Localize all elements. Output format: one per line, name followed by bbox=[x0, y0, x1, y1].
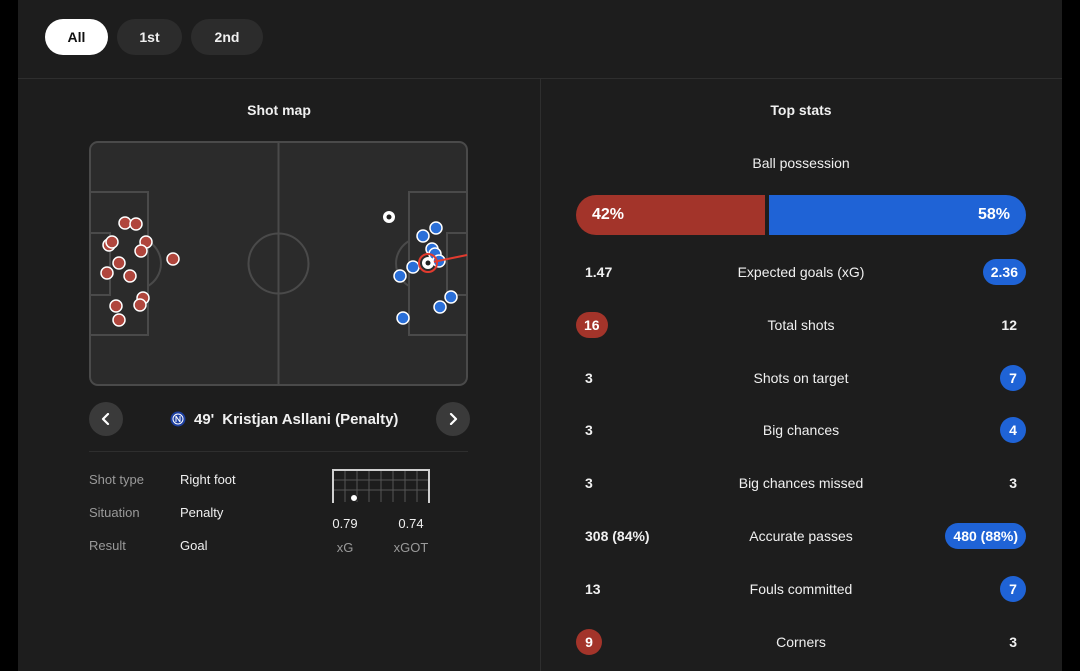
shot-type-key: Shot type bbox=[89, 472, 144, 487]
top-stats-title: Top stats bbox=[770, 102, 832, 118]
result-key: Result bbox=[89, 538, 126, 553]
stat-away-value: 3 bbox=[1009, 634, 1017, 650]
stat-label: Accurate passes bbox=[749, 528, 853, 544]
shot-dot bbox=[112, 313, 126, 327]
stat-label: Big chances bbox=[762, 422, 840, 438]
chevron-left-icon bbox=[101, 413, 110, 425]
stat-row: Expected goals (xG) 1.47 2.36 bbox=[576, 258, 1026, 286]
stat-away-value: 7 bbox=[1000, 365, 1026, 391]
stat-away-value: 4 bbox=[1000, 417, 1026, 443]
stat-home-value: 13 bbox=[585, 581, 601, 597]
tab-all[interactable]: All bbox=[45, 19, 108, 55]
stat-row: Corners 9 3 bbox=[576, 628, 1026, 656]
header-divider bbox=[18, 78, 1062, 79]
stat-home-value: 16 bbox=[576, 312, 608, 338]
xgot-label: xGOT bbox=[393, 540, 429, 555]
shot-type-value: Right foot bbox=[180, 472, 236, 487]
situation-value: Penalty bbox=[180, 505, 224, 520]
stat-home-value: 3 bbox=[585, 475, 593, 491]
shot-dot bbox=[444, 290, 458, 304]
stat-home-value: 3 bbox=[585, 370, 593, 386]
shot-dot bbox=[396, 311, 410, 325]
xg-label: xG bbox=[336, 540, 354, 555]
stat-row: Total shots 16 12 bbox=[576, 311, 1026, 339]
shot-dot bbox=[123, 269, 137, 283]
tab-1st[interactable]: 1st bbox=[117, 19, 182, 55]
shot-details-divider bbox=[89, 451, 468, 452]
period-tabs: All 1st 2nd bbox=[45, 19, 263, 55]
stat-away-value: 7 bbox=[1000, 576, 1026, 602]
stat-label: Fouls committed bbox=[749, 581, 853, 597]
shot-dot bbox=[393, 269, 407, 283]
possession-bar: 42% 58% bbox=[576, 195, 1026, 235]
tab-2nd[interactable]: 2nd bbox=[191, 19, 263, 55]
shot-dot bbox=[166, 252, 180, 266]
shot-dot bbox=[112, 256, 126, 270]
stat-home-value: 9 bbox=[576, 629, 602, 655]
shot-dot bbox=[406, 260, 420, 274]
stat-row: Big chances 3 4 bbox=[576, 416, 1026, 444]
possession-label: Ball possession bbox=[752, 155, 850, 171]
stat-home-value: 308 (84%) bbox=[585, 528, 650, 544]
team-crest-icon bbox=[170, 411, 186, 427]
shot-dot bbox=[133, 298, 147, 312]
shot-dot bbox=[105, 235, 119, 249]
stat-label: Big chances missed bbox=[738, 475, 864, 491]
shot-dot bbox=[134, 244, 148, 258]
shot-dot bbox=[118, 216, 132, 230]
shot-dot bbox=[433, 300, 447, 314]
stat-label: Expected goals (xG) bbox=[737, 264, 865, 280]
result-value: Goal bbox=[180, 538, 208, 553]
shot-dot bbox=[129, 217, 143, 231]
stat-away-value: 2.36 bbox=[982, 259, 1026, 285]
stat-home-value: 3 bbox=[585, 422, 593, 438]
stat-row: Fouls committed 13 7 bbox=[576, 575, 1026, 603]
shot-placement-dot bbox=[350, 494, 358, 502]
shot-dot bbox=[109, 299, 123, 313]
possession-gap bbox=[765, 195, 769, 235]
goal-ball-marker bbox=[383, 211, 395, 223]
stat-label: Shots on target bbox=[753, 370, 849, 386]
shot-dot bbox=[100, 266, 114, 280]
possession-home: 42% bbox=[576, 195, 765, 235]
situation-key: Situation bbox=[89, 505, 140, 520]
stat-row: Big chances missed 3 3 bbox=[576, 469, 1026, 497]
shot-map-title: Shot map bbox=[247, 102, 311, 118]
shot-player: Kristjan Asllani (Penalty) bbox=[222, 410, 399, 428]
stat-row: Accurate passes 308 (84%) 480 (88%) bbox=[576, 522, 1026, 550]
match-stats-card: All 1st 2nd Shot map bbox=[18, 0, 1062, 671]
column-divider bbox=[540, 79, 541, 671]
possession-away: 58% bbox=[769, 195, 1026, 235]
stat-home-value: 1.47 bbox=[585, 264, 613, 280]
shot-dot bbox=[429, 221, 443, 235]
home-shots bbox=[100, 216, 180, 327]
stat-row: Shots on target 3 7 bbox=[576, 364, 1026, 392]
stat-away-value: 3 bbox=[1009, 475, 1017, 491]
stat-away-value: 12 bbox=[1001, 317, 1017, 333]
shot-dot bbox=[416, 229, 430, 243]
xgot-value: 0.74 bbox=[398, 516, 424, 531]
shot-minute: 49' bbox=[194, 410, 215, 428]
stat-label: Total shots bbox=[767, 317, 835, 333]
pitch-diagram bbox=[89, 141, 468, 386]
next-shot-button[interactable] bbox=[436, 402, 470, 436]
stat-label: Corners bbox=[776, 634, 826, 650]
stat-away-value: 480 (88%) bbox=[945, 523, 1026, 549]
selected-shot-info: 49' Kristjan Asllani (Penalty) bbox=[170, 408, 398, 430]
xg-value: 0.79 bbox=[332, 516, 358, 531]
previous-shot-button[interactable] bbox=[89, 402, 123, 436]
chevron-right-icon bbox=[449, 413, 458, 425]
goal-frame-diagram bbox=[332, 469, 430, 503]
selected-shot-marker[interactable] bbox=[418, 253, 468, 273]
